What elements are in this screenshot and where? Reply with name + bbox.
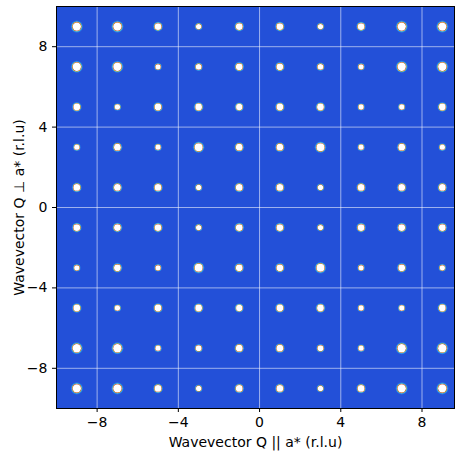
- svg-text:−4: −4: [27, 279, 48, 295]
- svg-text:0: 0: [39, 199, 48, 215]
- svg-text:−8: −8: [87, 414, 108, 430]
- svg-text:0: 0: [255, 414, 264, 430]
- svg-text:−8: −8: [27, 360, 48, 376]
- svg-text:−4: −4: [168, 414, 189, 430]
- svg-text:4: 4: [336, 414, 345, 430]
- svg-text:4: 4: [39, 119, 48, 135]
- svg-text:Wavevector Q || a* (r.l.u): Wavevector Q || a* (r.l.u): [169, 434, 343, 451]
- svg-text:8: 8: [418, 414, 427, 430]
- svg-text:Wavevector Q ⊥ a* (r.l.u): Wavevector Q ⊥ a* (r.l.u): [11, 119, 27, 295]
- svg-text:8: 8: [39, 38, 48, 54]
